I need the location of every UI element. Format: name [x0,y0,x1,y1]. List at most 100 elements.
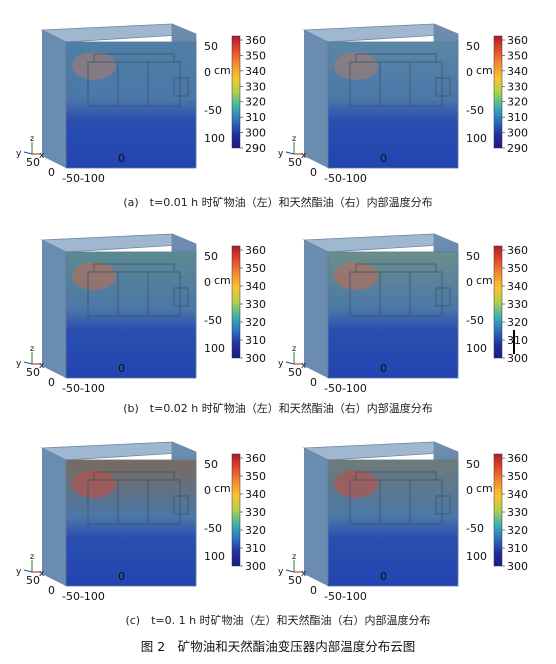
colorbar [231,245,241,359]
transformer-core-outline [349,471,451,525]
colorbar-tick-label: 330 [507,80,528,93]
axis-x-label: x [39,361,45,371]
box-left-edge [42,240,66,378]
figure-row-c: 360 350 340 330 320 310 300 50 0 -50 100 cm 0 -50-100… [0,436,556,606]
temperature-box-plot: 360350340330320310300290500-50100cm0-50-… [16,23,266,185]
front-tick-label: 0 [380,152,387,165]
axis-z-label: z [30,134,34,143]
colorbar-tick-label: 360 [245,244,266,257]
colorbar [493,245,503,359]
transformer-core-outline [87,263,189,317]
colorbar-tick-label: 360 [245,452,266,465]
colorbar-tick-label: 300 [507,352,528,365]
hot-region [72,52,116,80]
axis-x-label: x [39,151,45,161]
colorbar-tick-label: 320 [507,96,528,109]
side-tick-label: 0 [48,376,55,389]
transformer-core-outline [349,53,451,107]
axis-y-label: y [16,149,22,159]
z-unit-label: cm [214,482,231,495]
axis-x-label: x [301,151,307,161]
z-tick-label: 50 [204,40,218,53]
figure-row-b: 360 350 340 330 320 310 300 50 0 -50 100 cm 0 -50-100… [0,228,556,398]
panel-a-mineral-oil: 360 350 340 330 320 310 300 290 50 0 -50 100 cm 0 -50-… [14,18,284,188]
colorbar-tick-label: 360 [507,244,528,257]
temperature-box-plot: 360350340330320310300290500-50100cm0-50-… [278,23,528,185]
side-tick-label: 50 [288,574,302,587]
z-tick-label: 50 [466,458,480,471]
axis-triad: zx y [16,344,45,371]
box-left-edge [42,448,66,586]
axis-y-label: y [16,567,22,577]
axis-triad: zx y [278,552,307,579]
hot-region [334,470,378,498]
z-tick-label: 100 [466,342,487,355]
z-tick-label: 0 [466,484,473,497]
colorbar-tick-label: 360 [507,34,528,47]
colorbar [231,453,241,567]
z-tick-label: -50 [204,522,222,535]
axis-y-label: y [16,359,22,369]
colorbar-tick-label: 360 [245,34,266,47]
z-tick-label: 50 [466,250,480,263]
colorbar-tick-label: 340 [507,65,528,78]
colorbar-tick-label: 310 [245,542,266,555]
z-unit-label: cm [476,482,493,495]
z-tick-label: 0 [204,484,211,497]
z-tick-label: -50 [466,314,484,327]
side-tick-label: 0 [310,166,317,179]
axis-triad: zx y [278,134,307,161]
colorbar-tick-label: 320 [245,96,266,109]
panel-a-natural-ester-oil: 360 350 340 330 320 310 300 290 50 0 -50 100 cm 0 -50-… [276,18,546,188]
colorbar-tick-label: 290 [507,142,528,155]
panel-b-natural-ester-oil: 360 350 340 330 320 310 300 50 0 -50 100 cm 0 -50-100… [276,228,546,398]
stray-mark [513,330,515,354]
colorbar-tick-label: 350 [245,49,266,62]
z-tick-label: -50 [466,522,484,535]
front-tick-label: 0 [380,362,387,375]
z-unit-label: cm [476,64,493,77]
front-tick-label: 0 [118,362,125,375]
temperature-box-plot: 360350340330320310300500-50100cm0-50-100… [16,233,266,395]
colorbar-tick-label: 300 [507,560,528,573]
colorbar-tick-label: 330 [507,506,528,519]
side-tick-label: 0 [48,166,55,179]
z-tick-label: 100 [204,550,225,563]
z-tick-label: 0 [466,66,473,79]
front-tick-label: -50-100 [62,590,105,603]
axis-x-label: x [39,569,45,579]
hot-region [72,262,116,290]
colorbar-tick-label: 310 [507,111,528,124]
caption-c: (c) t=0. 1 h 时矿物油（左）和天然酯油（右）内部温度分布 [125,614,431,627]
z-tick-label: 100 [466,550,487,563]
transformer-core-outline [349,263,451,317]
hot-region [334,52,378,80]
panel-c-mineral-oil: 360 350 340 330 320 310 300 50 0 -50 100 cm 0 -50-100… [14,436,284,606]
colorbar-tick-label: 320 [245,524,266,537]
z-tick-label: 50 [466,40,480,53]
colorbar-tick-label: 320 [245,316,266,329]
hot-region [72,470,116,498]
colorbar-tick-label: 300 [245,352,266,365]
colorbar-tick-label: 310 [507,542,528,555]
front-tick-label: -50-100 [324,172,367,185]
colorbar-tick-label: 340 [507,488,528,501]
colorbar-tick-label: 290 [245,142,266,155]
front-tick-label: -50-100 [324,382,367,395]
colorbar-tick-label: 330 [245,80,266,93]
z-tick-label: -50 [204,104,222,117]
colorbar-tick-label: 350 [507,49,528,62]
colorbar-tick-label: 330 [507,298,528,311]
colorbar-tick-label: 340 [245,488,266,501]
box-left-edge [304,240,328,378]
colorbar [231,35,241,149]
colorbar-tick-label: 330 [245,298,266,311]
axis-y-label: y [278,359,284,369]
side-tick-label: 50 [288,156,302,169]
front-tick-label: 0 [118,152,125,165]
box-left-edge [42,30,66,168]
colorbar-tick-label: 310 [507,334,528,347]
axis-triad: zx y [16,134,45,161]
colorbar-tick-label: 310 [245,111,266,124]
side-tick-label: 50 [26,574,40,587]
